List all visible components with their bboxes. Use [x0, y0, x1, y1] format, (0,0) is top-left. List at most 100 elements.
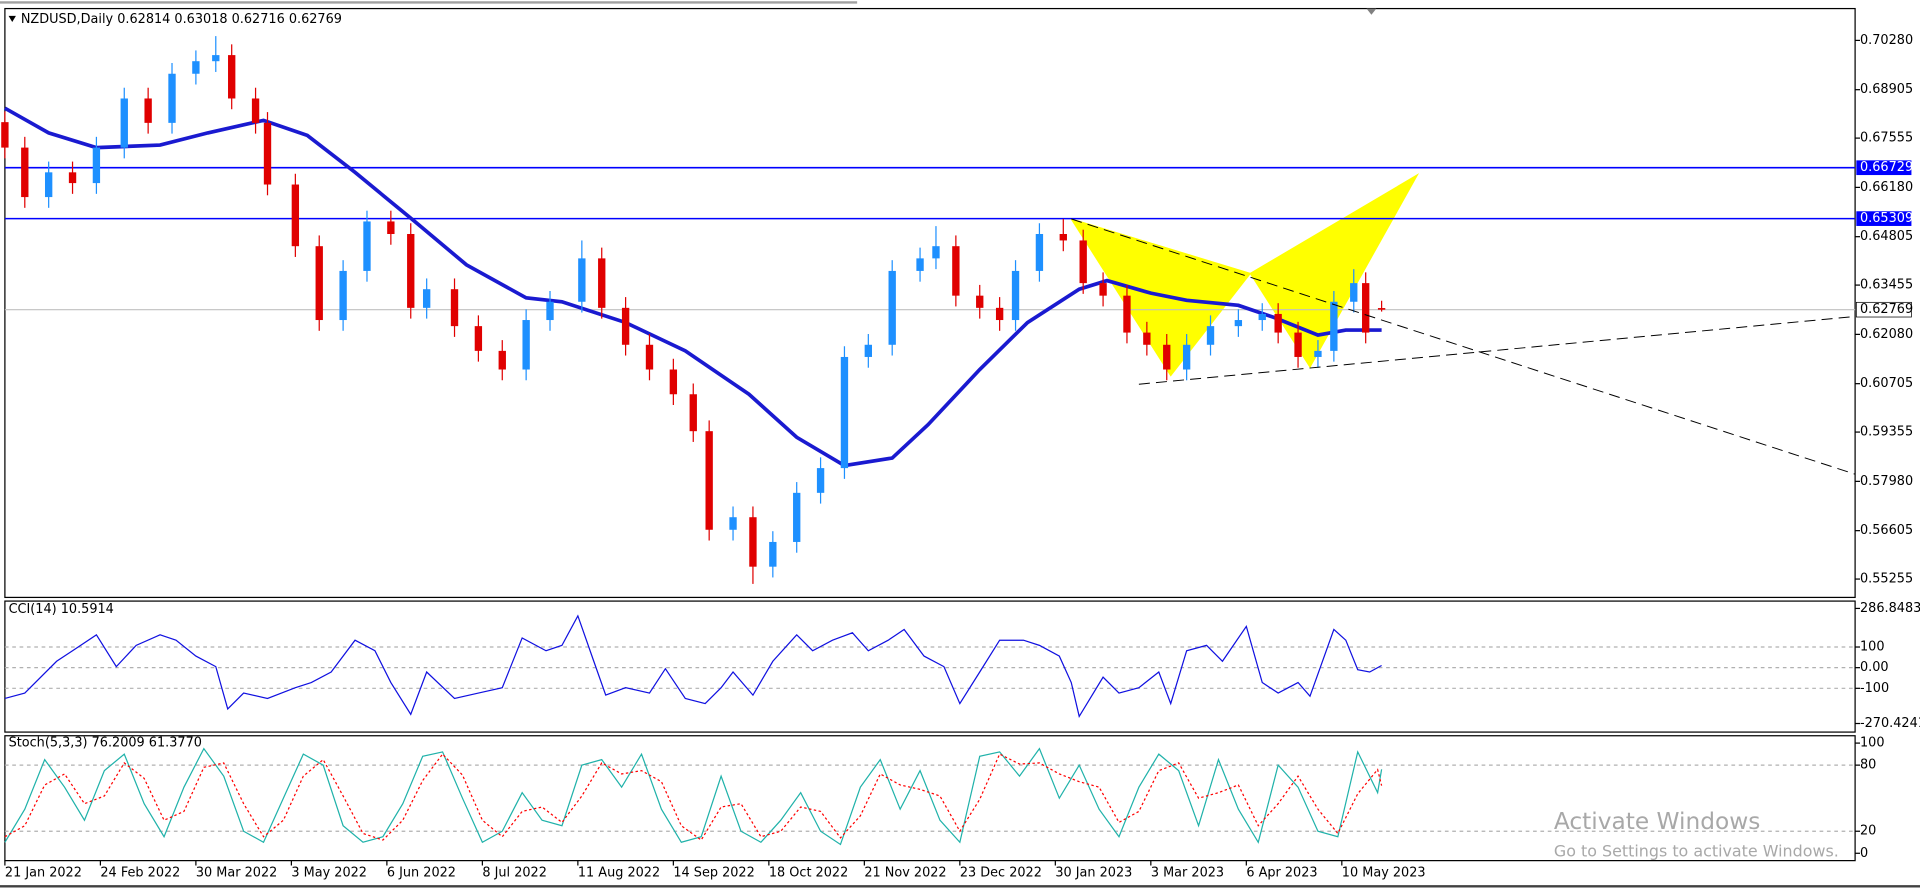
candle-body — [1206, 326, 1215, 345]
candle-body — [1182, 344, 1191, 370]
y-tick-label: 0.00 — [1860, 660, 1889, 675]
candle-body — [1362, 283, 1370, 333]
candle-body — [363, 221, 371, 271]
trend-line — [1071, 218, 1856, 475]
x-tick-label: 24 Feb 2022 — [100, 865, 180, 880]
candle-body — [168, 73, 176, 123]
candle-body — [793, 492, 801, 542]
candle-body — [120, 98, 128, 148]
indicator-line — [4, 753, 1383, 841]
candle-body — [92, 147, 101, 184]
candle-body — [1, 122, 9, 148]
candle-body — [1099, 283, 1107, 296]
x-tick-label: 6 Apr 2023 — [1246, 865, 1317, 880]
x-tick-label: 6 Jun 2022 — [387, 865, 456, 880]
candle-body — [1274, 313, 1282, 333]
y-tick-label: 0.60705 — [1860, 376, 1913, 391]
y-tick-label: 80 — [1860, 758, 1876, 773]
y-tick-label: -270.4241 — [1860, 716, 1920, 731]
indicator-line — [4, 614, 1382, 718]
candle-body — [621, 307, 630, 345]
candle-body — [422, 289, 431, 308]
y-tick-label: 0.59355 — [1860, 425, 1913, 440]
candle-body — [769, 541, 777, 567]
indicator-line — [4, 747, 1383, 846]
candle-body — [192, 61, 200, 74]
y-tick-label: 0.67555 — [1860, 131, 1913, 146]
x-tick-label: 21 Jan 2022 — [5, 865, 82, 880]
candle-body — [932, 246, 940, 259]
candle-body — [952, 246, 960, 296]
candle-body — [212, 55, 220, 62]
x-tick-label: 3 May 2022 — [291, 865, 367, 880]
x-tick-label: 18 Oct 2022 — [769, 865, 848, 880]
candle-body — [1143, 332, 1151, 345]
candle-body — [729, 517, 737, 530]
candle-body — [498, 350, 506, 370]
candle-body — [44, 172, 53, 198]
y-tick-label: 0.64805 — [1860, 229, 1913, 244]
candle-body — [598, 258, 606, 308]
y-tick-label: 0.57980 — [1860, 474, 1913, 489]
candle-body — [228, 55, 236, 99]
candle-body — [916, 258, 924, 271]
candle-body — [21, 147, 29, 198]
y-tick-label: 0.63455 — [1860, 278, 1913, 293]
candle-body — [546, 301, 554, 321]
level-label-box — [1856, 211, 1912, 226]
candle-body — [1330, 301, 1338, 351]
candle-body — [645, 344, 654, 370]
watermark-subtitle: Go to Settings to activate Windows. — [1554, 842, 1839, 861]
x-tick-label: 30 Mar 2022 — [196, 865, 277, 880]
candle-body — [291, 184, 300, 247]
y-tick-label: -100 — [1860, 681, 1889, 696]
candle-body — [68, 172, 77, 184]
candle-body — [1123, 295, 1131, 333]
candle-body — [689, 394, 697, 432]
candle-body — [1294, 332, 1302, 357]
y-tick-label: 0.55255 — [1860, 572, 1913, 587]
candle-body — [1035, 233, 1044, 271]
candle-body — [1314, 350, 1322, 357]
x-tick-label: 3 Mar 2023 — [1151, 865, 1224, 880]
y-tick-label: 0.68905 — [1860, 82, 1913, 97]
candle-body — [263, 122, 272, 185]
candle-body — [387, 221, 395, 234]
candle-body — [1011, 270, 1020, 321]
y-tick-label: 100 — [1860, 736, 1885, 751]
y-tick-label: 286.8483 — [1860, 601, 1920, 616]
panel-title: CCI(14) 10.5914 — [9, 602, 114, 617]
x-tick-label: 8 Jul 2022 — [482, 865, 547, 880]
y-tick-label: 0.56605 — [1860, 523, 1913, 538]
y-tick-label: 0.70280 — [1860, 33, 1913, 48]
panel-title: NZDUSD,Daily 0.62814 0.63018 0.62716 0.6… — [21, 12, 342, 27]
last-price-label: 0.62769 — [1860, 302, 1913, 317]
y-tick-label: 0.66180 — [1860, 180, 1913, 195]
candle-body — [840, 356, 849, 469]
shift-marker — [1366, 8, 1377, 15]
candle-body — [864, 344, 873, 357]
y-tick-label: 20 — [1860, 824, 1876, 839]
candle-body — [1258, 313, 1266, 321]
candle-body — [1377, 308, 1386, 310]
candle-body — [1163, 344, 1171, 370]
x-tick-label: 30 Jan 2023 — [1055, 865, 1132, 880]
y-tick-label: 100 — [1860, 640, 1885, 655]
level-label: 0.66729 — [1860, 160, 1913, 175]
candle-body — [251, 98, 260, 123]
x-tick-label: 23 Dec 2022 — [960, 865, 1042, 880]
candle-body — [1234, 320, 1243, 327]
candle-body — [339, 270, 347, 321]
last-price-box — [1855, 301, 1912, 318]
candle-body — [749, 517, 757, 567]
candle-body — [578, 258, 586, 302]
x-tick-label: 14 Sep 2022 — [673, 865, 754, 880]
panel-title: Stoch(5,3,3) 76.2009 61.3770 — [9, 736, 202, 751]
x-tick-label: 10 May 2023 — [1342, 865, 1426, 880]
stoch-panel — [4, 735, 1856, 862]
candle-body — [976, 295, 984, 308]
y-tick-label: 0 — [1860, 846, 1868, 861]
x-tick-label: 11 Aug 2022 — [578, 865, 660, 880]
